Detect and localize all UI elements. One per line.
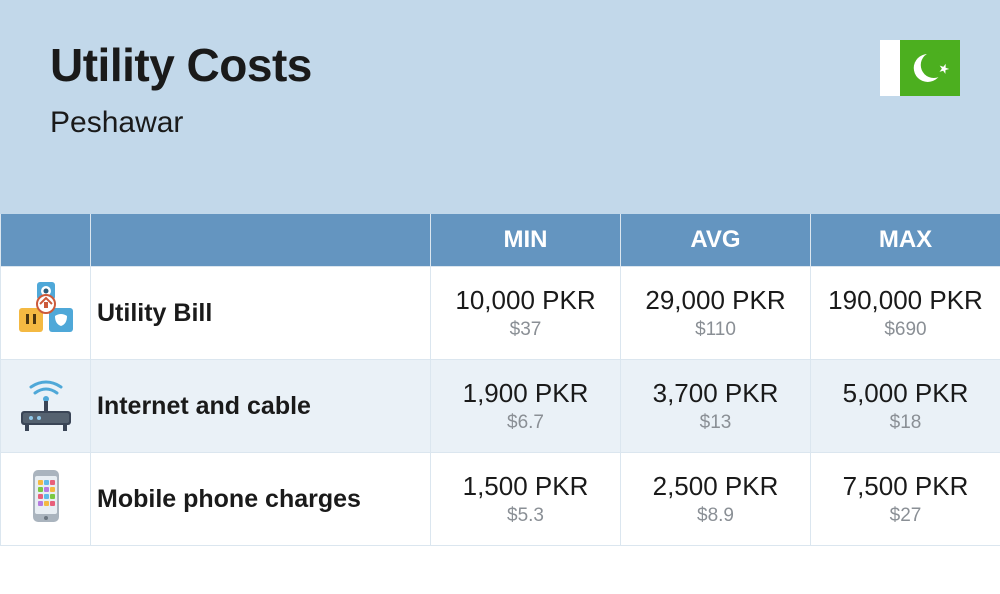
col-label (91, 214, 431, 267)
val-primary: 190,000 PKR (821, 285, 990, 316)
cell-avg: 29,000 PKR $110 (621, 267, 811, 360)
row-label: Mobile phone charges (91, 453, 431, 546)
icon-cell (1, 360, 91, 453)
val-secondary: $110 (631, 319, 800, 341)
table-row: Internet and cable 1,900 PKR $6.7 3,700 … (1, 360, 1000, 453)
cell-avg: 3,700 PKR $13 (621, 360, 811, 453)
val-primary: 29,000 PKR (631, 285, 800, 316)
val-secondary: $6.7 (441, 412, 610, 434)
flag-pakistan: ★ (880, 40, 960, 96)
val-secondary: $37 (441, 319, 610, 341)
flag-field: ★ (900, 40, 960, 96)
val-primary: 1,500 PKR (441, 471, 610, 502)
val-primary: 2,500 PKR (631, 471, 800, 502)
val-primary: 5,000 PKR (821, 378, 990, 409)
row-label: Utility Bill (91, 267, 431, 360)
cell-max: 5,000 PKR $18 (811, 360, 1000, 453)
col-avg: AVG (621, 214, 811, 267)
page-subtitle: Peshawar (50, 106, 950, 140)
cost-table: MIN AVG MAX Utility Bill (0, 214, 1000, 546)
val-secondary: $690 (821, 319, 990, 341)
col-min: MIN (431, 214, 621, 267)
router-icon (13, 371, 79, 437)
val-primary: 3,700 PKR (631, 378, 800, 409)
val-secondary: $5.3 (441, 505, 610, 527)
table-row: Utility Bill 10,000 PKR $37 29,000 PKR $… (1, 267, 1000, 360)
cell-min: 10,000 PKR $37 (431, 267, 621, 360)
cell-max: 190,000 PKR $690 (811, 267, 1000, 360)
val-primary: 10,000 PKR (441, 285, 610, 316)
flag-stripe (880, 40, 900, 96)
utility-icon (13, 278, 79, 344)
val-secondary: $8.9 (631, 505, 800, 527)
val-primary: 7,500 PKR (821, 471, 990, 502)
table-row: Mobile phone charges 1,500 PKR $5.3 2,50… (1, 453, 1000, 546)
val-secondary: $27 (821, 505, 990, 527)
icon-cell (1, 453, 91, 546)
col-max: MAX (811, 214, 1000, 267)
val-secondary: $18 (821, 412, 990, 434)
cell-min: 1,900 PKR $6.7 (431, 360, 621, 453)
header: Utility Costs Peshawar ★ (0, 0, 1000, 214)
icon-cell (1, 267, 91, 360)
row-label: Internet and cable (91, 360, 431, 453)
val-secondary: $13 (631, 412, 800, 434)
val-primary: 1,900 PKR (441, 378, 610, 409)
col-icon (1, 214, 91, 267)
page-title: Utility Costs (50, 38, 950, 92)
table-header-row: MIN AVG MAX (1, 214, 1000, 267)
cell-avg: 2,500 PKR $8.9 (621, 453, 811, 546)
cell-min: 1,500 PKR $5.3 (431, 453, 621, 546)
phone-icon (13, 464, 79, 530)
cell-max: 7,500 PKR $27 (811, 453, 1000, 546)
